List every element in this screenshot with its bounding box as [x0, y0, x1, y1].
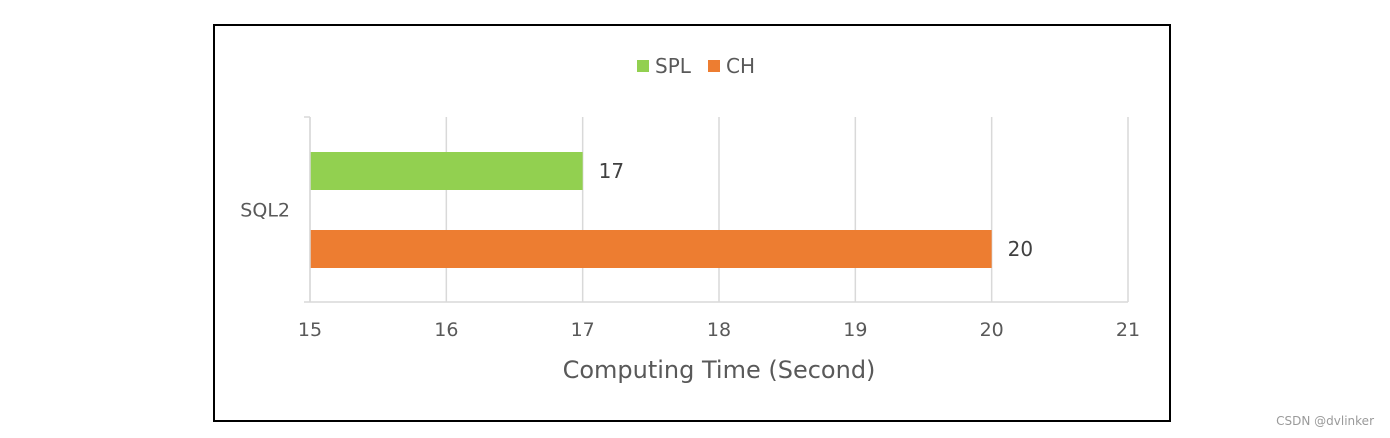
axes	[304, 116, 1128, 303]
x-tick-label-21: 21	[1116, 319, 1140, 341]
watermark: CSDN @dvlinker	[1276, 414, 1374, 428]
labels: 15 16 17 18 19 20 21 17 20 SQL2	[240, 159, 1140, 341]
legend-label-spl: SPL	[655, 54, 692, 78]
bar-spl	[310, 152, 583, 190]
x-tick-label-17: 17	[571, 319, 595, 341]
data-label-ch: 20	[1008, 237, 1033, 261]
data-label-spl: 17	[599, 159, 624, 183]
legend: SPL CH	[637, 54, 755, 78]
legend-swatch-ch	[708, 60, 720, 72]
x-tick-label-18: 18	[707, 319, 731, 341]
category-label-sql2: SQL2	[240, 200, 290, 222]
bar-chart: 15 16 17 18 19 20 21 17 20 SQL2 SPL CH Computing T…	[240, 54, 1140, 384]
chart-frame: 15 16 17 18 19 20 21 17 20 SQL2 SPL CH Computing T…	[213, 24, 1171, 422]
legend-swatch-spl	[637, 60, 649, 72]
legend-label-ch: CH	[726, 54, 755, 78]
x-tick-label-15: 15	[298, 319, 322, 341]
x-tick-label-20: 20	[980, 319, 1004, 341]
x-tick-label-19: 19	[843, 319, 867, 341]
x-axis-title: Computing Time (Second)	[563, 356, 876, 384]
bar-ch	[310, 230, 992, 268]
x-tick-label-16: 16	[434, 319, 458, 341]
bars	[310, 152, 992, 268]
gridlines	[309, 117, 1129, 302]
